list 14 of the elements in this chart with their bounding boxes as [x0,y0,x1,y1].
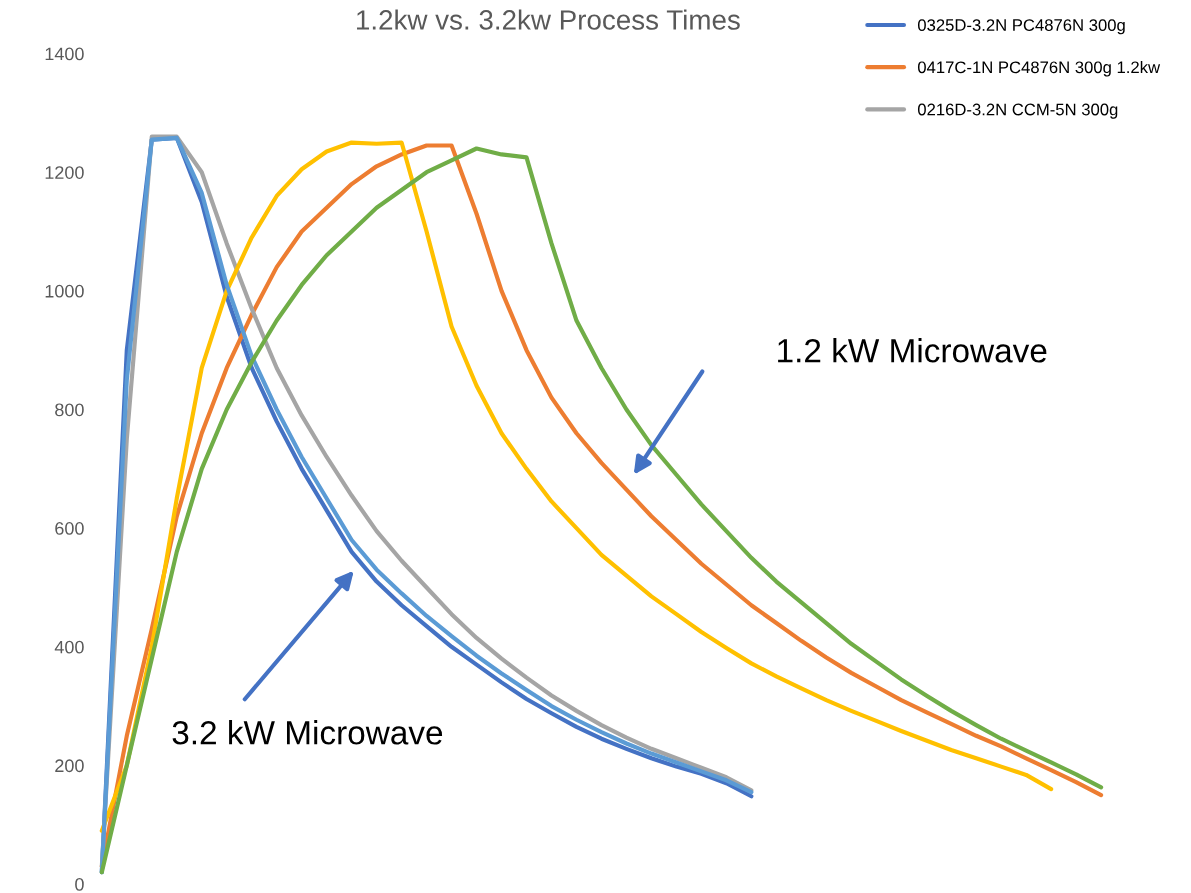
y-tick-label: 1400 [45,47,84,61]
annotation: 3.2 kW Microwave [172,720,443,745]
legend-label: 0216D-3.2N CCM-5N 300g [917,103,1118,119]
y-tick-label: 0 [75,878,84,891]
y-tick-label: 800 [55,403,84,417]
annotation: 1.2 kW Microwave [778,338,1047,363]
y-tick-label: 600 [55,522,84,535]
y-tick-label: 400 [54,640,84,654]
y-tick-label: 1200 [45,166,84,179]
legend-label: 0325D-3.2N PC4876N 300g [917,19,1125,35]
chart-title: 1.2kw vs. 3.2kw Process Times [357,9,740,30]
legend-label: 0417C-1N PC4876N 300g 1.2kw [917,60,1161,77]
y-tick-label: 1000 [45,284,84,298]
y-tick-label: 200 [55,759,84,773]
